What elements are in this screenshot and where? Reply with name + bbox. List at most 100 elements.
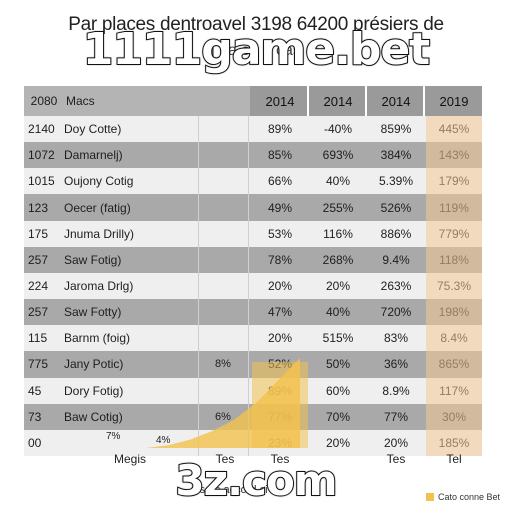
footnote: rsa n accord ci [196, 484, 268, 496]
row-id: 45 [28, 383, 42, 398]
value-cell: -40% [323, 122, 352, 137]
value-cell: 20% [325, 435, 351, 450]
row-extra [198, 325, 248, 351]
value-cell: 60% [325, 383, 351, 398]
annotation-label: 4% [156, 435, 171, 446]
table-header: 2080 Macs 2014 2014 2014 2019 [0, 86, 512, 116]
value-cell: 78% [267, 252, 293, 267]
row-label: Saw Fotty) [64, 305, 122, 320]
value-cell: 52% [267, 357, 293, 372]
row-extra [198, 116, 248, 142]
value-cell: 859% [380, 122, 412, 137]
header-year-2: 2014 [323, 93, 353, 109]
annotation-label: 7% [106, 431, 121, 442]
value-cell: 49% [267, 200, 293, 215]
row-id: 115 [28, 331, 48, 346]
row-extra [198, 299, 248, 325]
data-table: 2080 Macs 2014 2014 2014 2019 2140 Doy Co… [0, 86, 512, 456]
row-extra [198, 194, 248, 220]
row-id: 1072 [28, 148, 55, 163]
footer-label: Tes [386, 452, 406, 466]
value-cell: 5.39% [378, 174, 414, 189]
value-cell: 47% [267, 305, 293, 320]
highlight-column-2019 [426, 116, 482, 456]
row-id: 2140 [28, 122, 55, 137]
row-id: 1015 [28, 174, 55, 189]
row-extra: 6% [215, 410, 231, 423]
row-id: 73 [28, 409, 42, 424]
row-label: Saw Fotig) [64, 252, 122, 267]
value-cell: 85% [267, 148, 293, 163]
row-id: 224 [28, 278, 49, 293]
row-extra [198, 221, 248, 247]
row-id: 257 [28, 305, 49, 320]
row-extra [198, 273, 248, 299]
row-label: Oujony Cotig [64, 174, 134, 189]
row-id: 257 [28, 252, 49, 267]
value-cell: 886% [380, 226, 412, 241]
row-label: Barnm (foig) [64, 331, 131, 346]
column-divider [198, 116, 199, 456]
row-id: 123 [28, 200, 49, 215]
value-cell: 384% [380, 148, 412, 163]
column-divider [248, 116, 249, 456]
row-label: Doy Cotte) [64, 122, 122, 137]
row-label: Jany Potic) [64, 357, 124, 372]
footer-label: Megis [113, 452, 146, 466]
row-label: Dory Fotig) [64, 383, 124, 398]
header-separator [307, 86, 309, 116]
header-year-4: 2019 [439, 93, 469, 109]
value-cell: 40% [325, 174, 351, 189]
header-separator [365, 86, 367, 116]
footer-label: Tel [446, 452, 462, 466]
value-cell: 263% [380, 278, 412, 293]
row-extra [198, 142, 248, 168]
value-cell: 20% [383, 435, 409, 450]
value-cell: 83% [383, 331, 409, 346]
value-cell: 20% [267, 278, 293, 293]
header-label: Macs [64, 86, 250, 116]
footer-label: Tes [270, 452, 290, 466]
row-label: Damarnelj) [64, 148, 123, 163]
value-cell: 9.4% [382, 252, 410, 267]
value-cell: 268% [322, 252, 354, 267]
value-cell: 40% [325, 305, 351, 320]
value-cell: 255% [322, 200, 354, 215]
chart-title-line-2: j pa ce a cas [211, 42, 301, 59]
value-cell: 20% [267, 331, 293, 346]
watermark-top: 1111game.bet [82, 23, 431, 76]
value-cell: 515% [322, 331, 354, 346]
row-extra [198, 168, 248, 194]
value-cell: 77% [383, 409, 409, 424]
watermark-bottom: 3z.com [174, 455, 338, 506]
header-separator [423, 86, 425, 116]
value-cell: 70% [325, 409, 351, 424]
value-cell: 66% [267, 174, 293, 189]
legend-swatch [426, 493, 434, 501]
value-cell: 89% [267, 383, 293, 398]
chart-title-line-1: Par places dentroavel 3198 64200 présier… [68, 14, 444, 35]
header-year-3: 2014 [381, 93, 411, 109]
legend: Cato conne Bet [426, 492, 500, 502]
footer-label: Tes [215, 452, 235, 466]
value-cell: 77% [267, 409, 293, 424]
row-id: 175 [28, 226, 49, 241]
row-label: Jnuma Drilly) [64, 226, 135, 241]
row-label: Jaroma Drlg) [64, 278, 134, 293]
row-id: 775 [28, 357, 49, 372]
value-cell: 526% [380, 200, 412, 215]
value-cell: 8.9% [382, 383, 410, 398]
value-cell: 50% [325, 357, 351, 372]
